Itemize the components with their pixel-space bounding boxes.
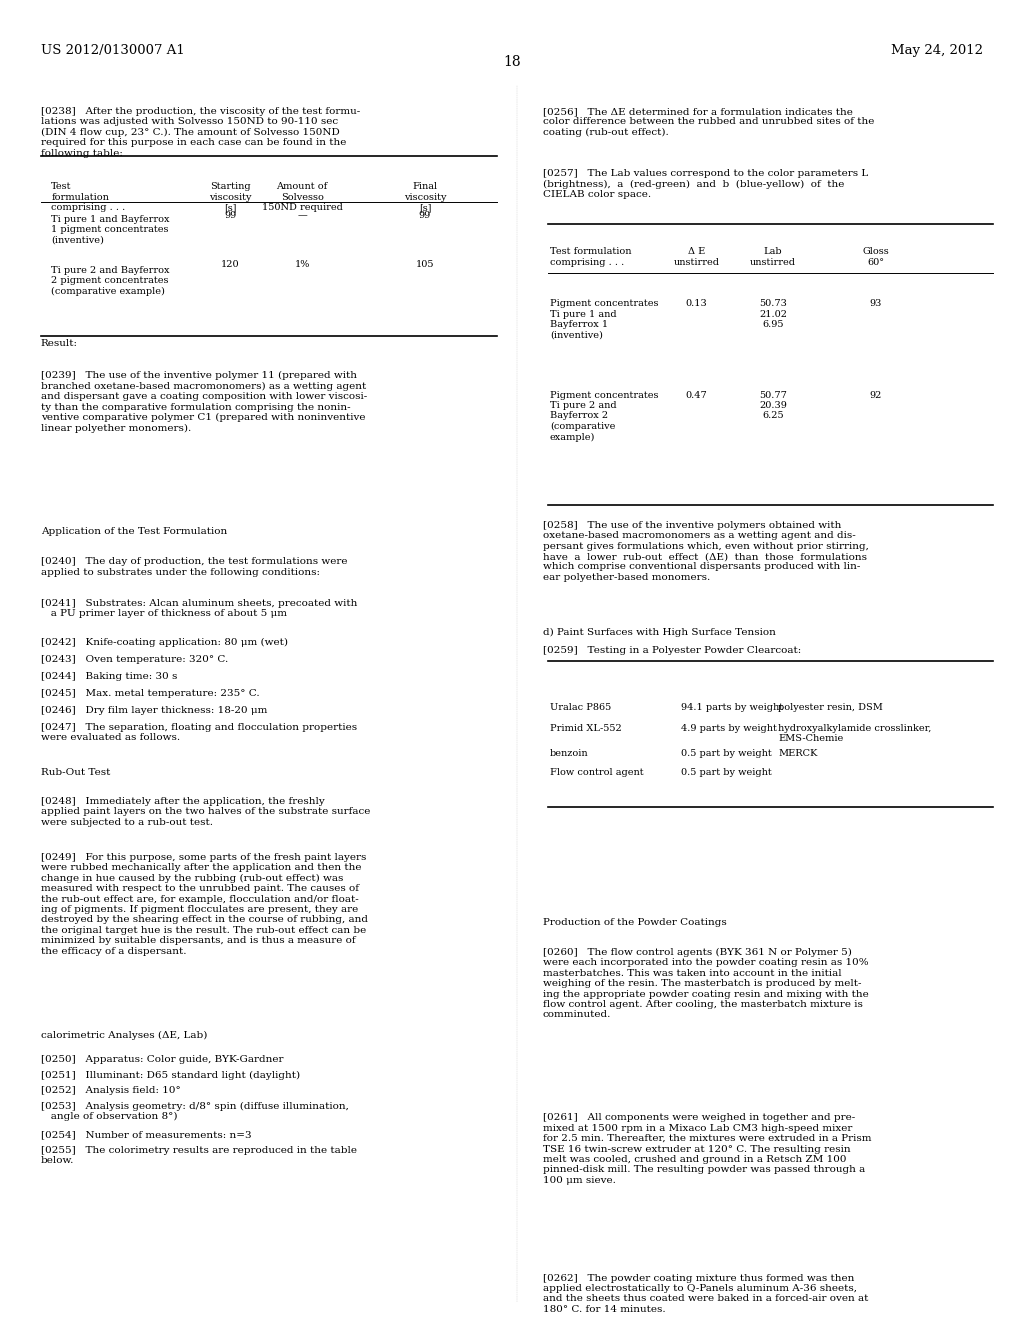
Text: [0242]   Knife-coating application: 80 μm (wet): [0242] Knife-coating application: 80 μm …: [41, 638, 288, 647]
Text: [0256]   The ΔE determined for a formulation indicates the
color difference betw: [0256] The ΔE determined for a formulati…: [543, 107, 874, 137]
Text: [0257]   The Lab values correspond to the color parameters L
(brightness),  a  (: [0257] The Lab values correspond to the …: [543, 169, 868, 199]
Text: Test
formulation
comprising . . .: Test formulation comprising . . .: [51, 182, 126, 213]
Text: 94.1 parts by weight: 94.1 parts by weight: [681, 704, 783, 713]
Text: 4.9 parts by weight: 4.9 parts by weight: [681, 723, 777, 733]
Text: [0249]   For this purpose, some parts of the fresh paint layers
were rubbed mech: [0249] For this purpose, some parts of t…: [41, 853, 368, 956]
Text: Δ E
unstirred: Δ E unstirred: [674, 247, 719, 267]
Text: [0261]   All components were weighed in together and pre-
mixed at 1500 rpm in a: [0261] All components were weighed in to…: [543, 1113, 871, 1185]
Text: 0.47: 0.47: [685, 391, 708, 400]
Text: [0245]   Max. metal temperature: 235° C.: [0245] Max. metal temperature: 235° C.: [41, 689, 260, 698]
Text: calorimetric Analyses (ΔE, Lab): calorimetric Analyses (ΔE, Lab): [41, 1031, 207, 1040]
Text: [0254]   Number of measurements: n=3: [0254] Number of measurements: n=3: [41, 1130, 252, 1139]
Text: [0252]   Analysis field: 10°: [0252] Analysis field: 10°: [41, 1086, 180, 1096]
Text: Ti pure 2 and Bayferrox
2 pigment concentrates
(comparative example): Ti pure 2 and Bayferrox 2 pigment concen…: [51, 265, 170, 296]
Text: 92: 92: [869, 391, 882, 400]
Text: hydroxyalkylamide crosslinker,
EMS-Chemie: hydroxyalkylamide crosslinker, EMS-Chemi…: [778, 723, 932, 743]
Text: [0262]   The powder coating mixture thus formed was then
applied electrostatical: [0262] The powder coating mixture thus f…: [543, 1274, 868, 1313]
Text: d) Paint Surfaces with High Surface Tension: d) Paint Surfaces with High Surface Tens…: [543, 627, 775, 636]
Text: Lab
unstirred: Lab unstirred: [751, 247, 796, 267]
Text: 0.5 part by weight: 0.5 part by weight: [681, 748, 772, 758]
Text: Production of the Powder Coatings: Production of the Powder Coatings: [543, 917, 726, 927]
Text: [0248]   Immediately after the application, the freshly
applied paint layers on : [0248] Immediately after the application…: [41, 797, 371, 826]
Text: [0260]   The flow control agents (BYK 361 N or Polymer 5)
were each incorporated: [0260] The flow control agents (BYK 361 …: [543, 948, 868, 1019]
Text: 18: 18: [503, 54, 521, 69]
Text: Flow control agent: Flow control agent: [550, 768, 643, 777]
Text: 0.5 part by weight: 0.5 part by weight: [681, 768, 772, 777]
Text: 99: 99: [224, 211, 237, 220]
Text: [0259]   Testing in a Polyester Powder Clearcoat:: [0259] Testing in a Polyester Powder Cle…: [543, 645, 801, 655]
Text: May 24, 2012: May 24, 2012: [891, 45, 983, 57]
Text: MERCK: MERCK: [778, 748, 817, 758]
Text: 120: 120: [221, 260, 240, 269]
Text: [0255]   The colorimetry results are reproduced in the table
below.: [0255] The colorimetry results are repro…: [41, 1146, 357, 1166]
Text: Result:: Result:: [41, 338, 78, 347]
Text: [0240]   The day of production, the test formulations were
applied to substrates: [0240] The day of production, the test f…: [41, 557, 347, 577]
Text: Final
viscosity
[s]: Final viscosity [s]: [403, 182, 446, 213]
Text: 50.73
21.02
6.95: 50.73 21.02 6.95: [759, 300, 787, 329]
Text: Uralac P865: Uralac P865: [550, 704, 611, 713]
Text: [0241]   Substrates: Alcan aluminum sheets, precoated with
   a PU primer layer : [0241] Substrates: Alcan aluminum sheets…: [41, 599, 357, 618]
Text: 0.13: 0.13: [685, 300, 708, 309]
Text: 93: 93: [869, 300, 882, 309]
Text: 1%: 1%: [294, 260, 310, 269]
Text: [0243]   Oven temperature: 320° C.: [0243] Oven temperature: 320° C.: [41, 655, 228, 664]
Text: Amount of
Solvesso
150ND required: Amount of Solvesso 150ND required: [262, 182, 342, 213]
Text: Gloss
60°: Gloss 60°: [862, 247, 889, 267]
Text: Ti pure 1 and Bayferrox
1 pigment concentrates
(inventive): Ti pure 1 and Bayferrox 1 pigment concen…: [51, 215, 170, 244]
Text: 99: 99: [419, 211, 431, 220]
Text: [0246]   Dry film layer thickness: 18-20 μm: [0246] Dry film layer thickness: 18-20 μ…: [41, 706, 267, 714]
Text: [0238]   After the production, the viscosity of the test formu-
lations was adju: [0238] After the production, the viscosi…: [41, 107, 360, 157]
Text: Starting
viscosity
[s]: Starting viscosity [s]: [209, 182, 252, 213]
Text: Pigment concentrates
Ti pure 2 and
Bayferrox 2
(comparative
example): Pigment concentrates Ti pure 2 and Bayfe…: [550, 391, 658, 442]
Text: Primid XL-552: Primid XL-552: [550, 723, 622, 733]
Text: [0250]   Apparatus: Color guide, BYK-Gardner: [0250] Apparatus: Color guide, BYK-Gardn…: [41, 1055, 284, 1064]
Text: [0244]   Baking time: 30 s: [0244] Baking time: 30 s: [41, 672, 177, 681]
Text: [0251]   Illuminant: D65 standard light (daylight): [0251] Illuminant: D65 standard light (d…: [41, 1071, 300, 1080]
Text: [0253]   Analysis geometry: d/8° spin (diffuse illumination,
   angle of observa: [0253] Analysis geometry: d/8° spin (dif…: [41, 1102, 349, 1121]
Text: [0239]   The use of the inventive polymer 11 (prepared with
branched oxetane-bas: [0239] The use of the inventive polymer …: [41, 371, 368, 433]
Text: US 2012/0130007 A1: US 2012/0130007 A1: [41, 45, 184, 57]
Text: [0247]   The separation, floating and flocculation properties
were evaluated as : [0247] The separation, floating and floc…: [41, 722, 357, 742]
Text: Pigment concentrates
Ti pure 1 and
Bayferrox 1
(inventive): Pigment concentrates Ti pure 1 and Bayfe…: [550, 300, 658, 339]
Text: Test formulation
comprising . . .: Test formulation comprising . . .: [550, 247, 632, 267]
Text: 105: 105: [416, 260, 434, 269]
Text: 50.77
20.39
6.25: 50.77 20.39 6.25: [759, 391, 787, 421]
Text: Application of the Test Formulation: Application of the Test Formulation: [41, 528, 227, 536]
Text: Rub-Out Test: Rub-Out Test: [41, 768, 111, 777]
Text: [0258]   The use of the inventive polymers obtained with
oxetane-based macromono: [0258] The use of the inventive polymers…: [543, 521, 868, 582]
Text: polyester resin, DSM: polyester resin, DSM: [778, 704, 883, 713]
Text: —: —: [297, 211, 307, 220]
Text: benzoin: benzoin: [550, 748, 589, 758]
